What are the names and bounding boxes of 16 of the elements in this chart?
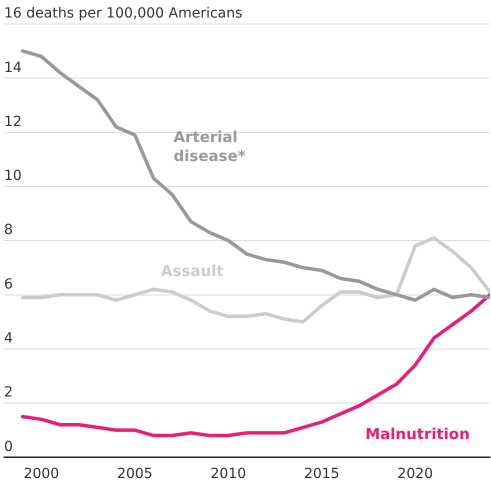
x-tick-label: 2015 — [304, 466, 340, 482]
y-tick-label: 8 — [4, 222, 13, 238]
y-tick-label: 10 — [4, 168, 22, 184]
x-tick-label: 2000 — [24, 466, 60, 482]
y-tick-label: 14 — [4, 60, 22, 76]
x-tick-label: 2020 — [397, 466, 434, 482]
y-tick-label: 16 deaths per 100,000 Americans — [4, 6, 242, 22]
series-label: Malnutrition — [365, 425, 470, 444]
y-tick-label: 12 — [4, 114, 22, 130]
y-tick-label: 0 — [4, 438, 13, 455]
y-tick-label: 4 — [4, 330, 13, 347]
x-tick-label: 2010 — [210, 466, 246, 482]
y-tick-label: 6 — [4, 276, 13, 292]
series-label: Arterial disease* — [174, 128, 246, 166]
x-tick-label: 2005 — [117, 466, 153, 482]
y-tick-label: 2 — [4, 384, 13, 401]
